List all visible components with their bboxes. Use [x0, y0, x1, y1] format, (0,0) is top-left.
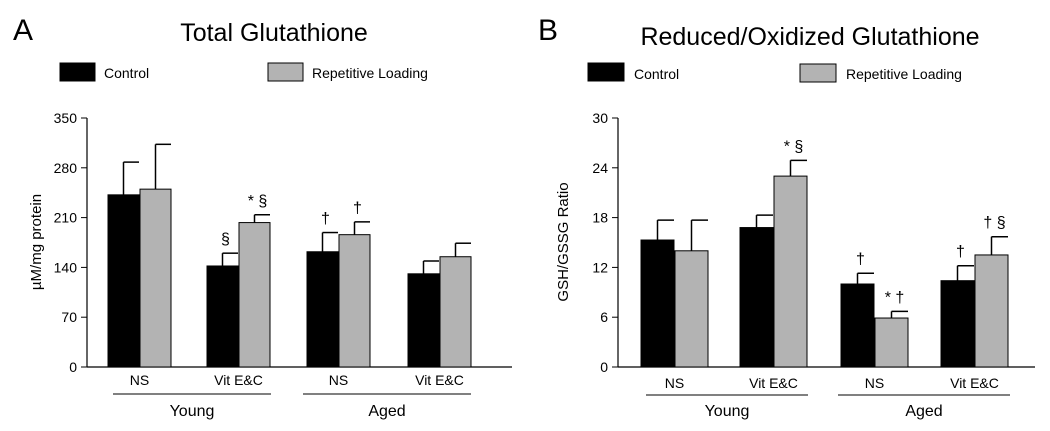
chart-title: Total Glutathione: [180, 19, 368, 47]
category-label: Vit E&C: [749, 375, 798, 391]
bar-repetitive-loading-1: [674, 250, 709, 368]
y-tick-label: 140: [54, 259, 78, 275]
legend-swatch-control: [59, 62, 96, 82]
legend: Control Repetitive Loading: [59, 62, 428, 82]
bar-control-4: [940, 280, 975, 368]
legend-label-control: Control: [634, 66, 679, 82]
group-label-aged: Aged: [905, 403, 942, 420]
y-tick-label: 24: [592, 160, 608, 176]
panel-letter: A: [13, 14, 33, 47]
legend-swatch-control: [587, 62, 625, 82]
bar-control-3: [840, 283, 875, 368]
bar-repetitive-loading-3: [338, 234, 371, 368]
bars: § * § † †: [107, 143, 472, 368]
legend-swatch-repetitive-loading: [799, 63, 837, 83]
legend-label-repetitive-loading: Repetitive Loading: [312, 65, 428, 81]
category-label: NS: [329, 372, 348, 388]
bar-repetitive-loading-4: [439, 256, 472, 368]
y-tick-label: 70: [61, 309, 77, 325]
bars: * § † * † † † §: [640, 138, 1009, 368]
y-ticks: 0 6 12 18 24 30: [592, 110, 618, 375]
y-tick-label: 6: [600, 309, 608, 325]
bar-control-2: [206, 265, 239, 368]
category-label: Vit E&C: [415, 372, 464, 388]
significance-marker: † §: [983, 215, 1005, 232]
category-label: NS: [865, 375, 884, 391]
group-label-young: Young: [705, 403, 750, 420]
y-tick-label: 12: [592, 259, 608, 275]
y-tick-label: 30: [592, 110, 608, 126]
significance-marker: * §: [784, 138, 804, 155]
significance-marker: * †: [885, 289, 905, 306]
bar-control-4: [407, 273, 440, 368]
significance-marker: †: [956, 244, 965, 261]
bar-repetitive-loading-1: [139, 188, 172, 368]
bar-repetitive-loading-3: [874, 317, 909, 368]
x-labels: NS Vit E&C NS Vit E&C Young Aged: [113, 372, 471, 420]
bar-repetitive-loading-2: [238, 222, 271, 368]
bar-control-1: [640, 239, 675, 368]
bar-control-2: [739, 227, 774, 368]
y-tick-label: 18: [592, 210, 608, 226]
bar-control-3: [306, 251, 339, 368]
y-axis-label: GSH/GSSG Ratio: [555, 182, 572, 301]
group-label-aged: Aged: [368, 403, 405, 420]
x-labels: NS Vit E&C NS Vit E&C Young Aged: [646, 375, 1010, 420]
legend: Control Repetitive Loading: [587, 62, 962, 83]
y-axis-label: µM/mg protein: [28, 194, 45, 290]
bar-repetitive-loading-2: [773, 175, 808, 368]
y-tick-label: 350: [54, 110, 78, 126]
y-tick-label: 0: [600, 359, 608, 375]
significance-marker: §: [221, 231, 230, 248]
category-label: NS: [130, 372, 149, 388]
chart-title: Reduced/Oxidized Glutathione: [640, 23, 979, 51]
panel-letter: B: [538, 14, 558, 47]
panel-a: A Total Glutathione Control Repetitive L…: [13, 14, 512, 420]
y-tick-label: 210: [54, 210, 78, 226]
category-label: Vit E&C: [214, 372, 263, 388]
group-label-young: Young: [170, 403, 215, 420]
y-tick-label: 280: [54, 160, 78, 176]
legend-label-control: Control: [104, 65, 149, 81]
category-label: Vit E&C: [950, 375, 999, 391]
y-tick-label: 0: [69, 359, 77, 375]
significance-marker: * §: [248, 193, 268, 210]
legend-swatch-repetitive-loading: [267, 62, 304, 82]
bar-repetitive-loading-4: [974, 254, 1009, 368]
panel-b: B Reduced/Oxidized Glutathione Control R…: [538, 14, 1035, 420]
category-label: NS: [665, 375, 684, 391]
significance-marker: †: [321, 211, 330, 228]
bar-control-1: [107, 194, 140, 368]
legend-label-repetitive-loading: Repetitive Loading: [846, 66, 962, 82]
y-ticks: 0 70 140 210 280 350: [54, 110, 87, 375]
significance-marker: †: [856, 251, 865, 268]
significance-marker: †: [353, 200, 362, 217]
